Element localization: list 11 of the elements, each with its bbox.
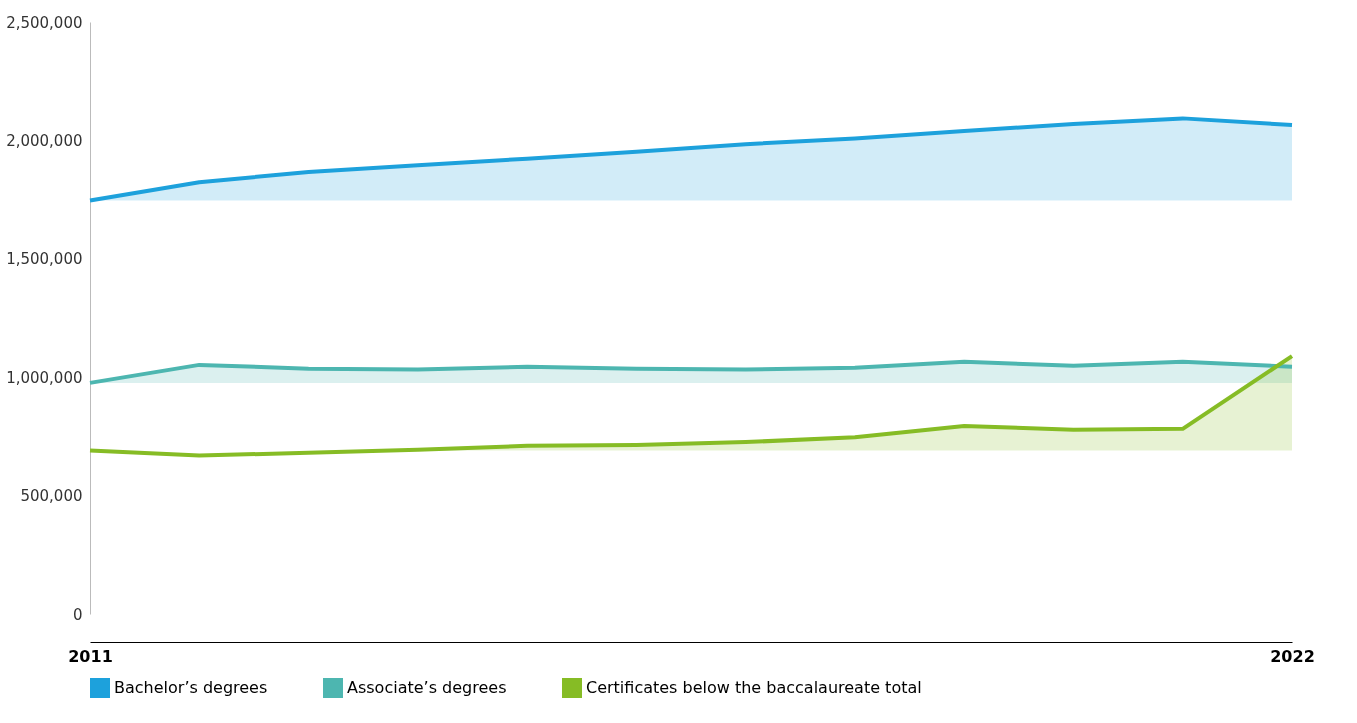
x-tick-label: 2022 [1270,646,1315,666]
legend-label: Bachelor’s degrees [114,678,268,697]
y-tick-label: 500,000 [20,487,83,506]
y-tick-label: 2,000,000 [6,131,83,150]
y-tick-label: 1,500,000 [6,250,83,269]
y-tick-label: 0 [72,605,83,624]
x-tick-label: 2011 [68,646,113,666]
legend-label: Certificates below the baccalaureate total [586,678,922,697]
y-tick-label: 1,000,000 [6,368,83,387]
legend-label: Associate’s degrees [347,678,507,697]
y-tick-label: 2,500,000 [6,13,83,32]
